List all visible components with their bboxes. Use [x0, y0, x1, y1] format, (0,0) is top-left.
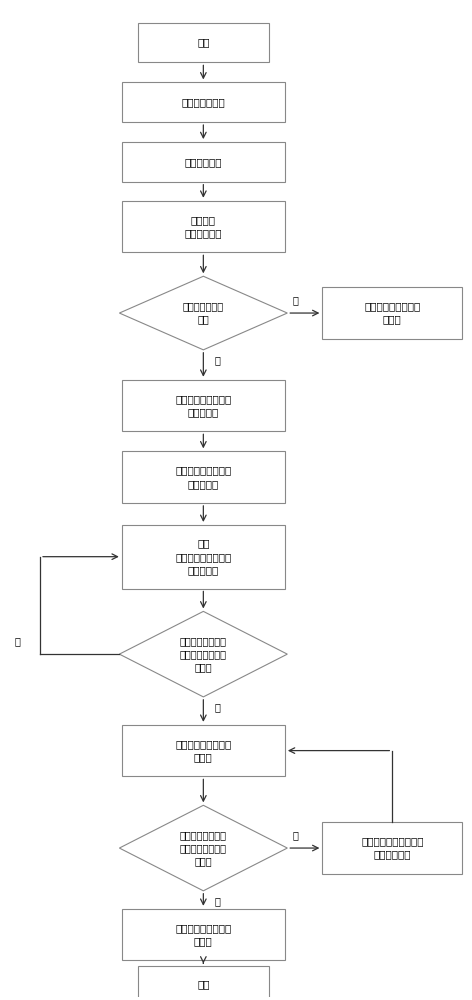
FancyBboxPatch shape	[322, 287, 462, 339]
FancyBboxPatch shape	[322, 822, 462, 874]
Text: 是: 是	[215, 355, 221, 365]
FancyBboxPatch shape	[138, 966, 269, 1000]
Text: 否: 否	[15, 636, 20, 646]
Text: 所有区域的小区都满
足要求: 所有区域的小区都满 足要求	[175, 923, 231, 946]
FancyBboxPatch shape	[138, 23, 269, 62]
Text: 小区分裂或者其他扩
容技术: 小区分裂或者其他扩 容技术	[364, 301, 421, 325]
Text: 否: 否	[293, 830, 299, 840]
Text: 结束: 结束	[197, 979, 210, 989]
Text: 检查每个基站的容
量能否满足区域的
业务量: 检查每个基站的容 量能否满足区域的 业务量	[180, 636, 227, 672]
FancyBboxPatch shape	[122, 142, 285, 182]
Polygon shape	[119, 805, 287, 891]
FancyBboxPatch shape	[122, 909, 285, 960]
FancyBboxPatch shape	[122, 82, 285, 122]
FancyBboxPatch shape	[122, 201, 285, 252]
Text: 确定最大的小区半径
和覆盖范围: 确定最大的小区半径 和覆盖范围	[175, 394, 231, 417]
Text: 是: 是	[215, 896, 221, 906]
Text: 计算覆盖所有区域需
要的基站数: 计算覆盖所有区域需 要的基站数	[175, 466, 231, 489]
Polygon shape	[119, 611, 287, 697]
Text: 否: 否	[293, 295, 299, 305]
FancyBboxPatch shape	[122, 525, 285, 589]
Text: 出现小区分裂或采用其
他扩容技术后: 出现小区分裂或采用其 他扩容技术后	[361, 836, 423, 860]
Text: 计算
郊区、市区、密集市
区的业务量: 计算 郊区、市区、密集市 区的业务量	[175, 538, 231, 575]
Text: 计算各区域的干扰受
限容量: 计算各区域的干扰受 限容量	[175, 739, 231, 762]
Text: 上下行容量是否
满足: 上下行容量是否 满足	[183, 301, 224, 325]
Text: 检查每个基站的容
量能否小于干扰受
限容量: 检查每个基站的容 量能否小于干扰受 限容量	[180, 830, 227, 866]
FancyBboxPatch shape	[122, 380, 285, 431]
Text: 上下行链路预算: 上下行链路预算	[181, 97, 225, 107]
Text: 是: 是	[215, 702, 221, 712]
FancyBboxPatch shape	[122, 725, 285, 776]
Text: 估算小区半径: 估算小区半径	[185, 157, 222, 167]
Polygon shape	[119, 276, 287, 350]
FancyBboxPatch shape	[122, 451, 285, 503]
Text: 开始: 开始	[197, 38, 210, 48]
Text: 计算农村
区域的业务量: 计算农村 区域的业务量	[185, 215, 222, 238]
